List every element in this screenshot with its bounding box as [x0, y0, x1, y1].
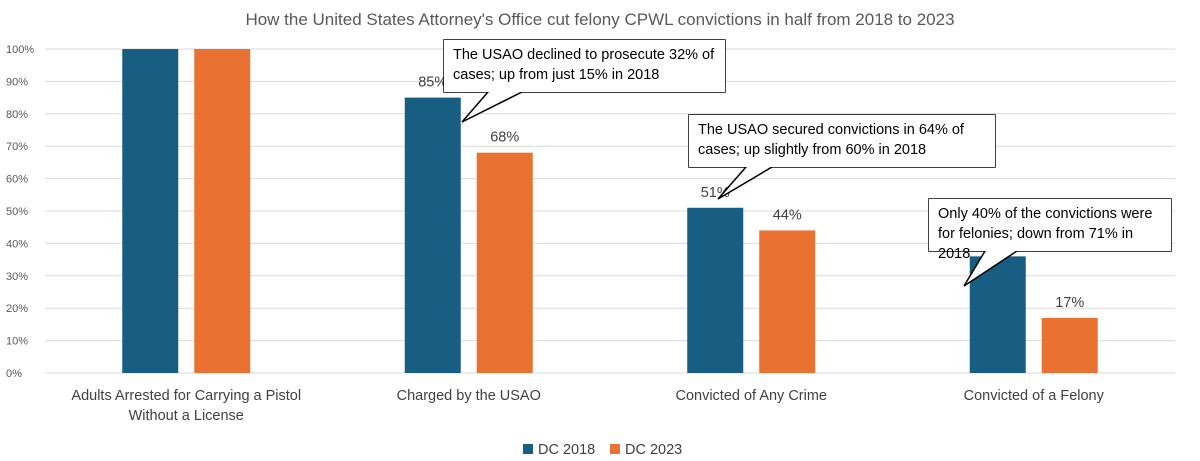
- legend-swatch-dc-2018: [523, 444, 533, 454]
- category-label: Adults Arrested for Carrying a Pistol: [71, 388, 301, 404]
- bar-dc-2023: [1041, 317, 1098, 373]
- callout-felonies: Only 40% of the convictions were for fel…: [929, 199, 1171, 262]
- y-tick-label: 60%: [6, 174, 28, 186]
- bar-dc-2023: [476, 152, 533, 373]
- bars: [122, 49, 1098, 373]
- bar-dc-2023: [759, 230, 816, 373]
- y-axis-ticks: 0% 10% 20% 30% 40% 50% 60% 70% 80% 90% 100%: [6, 44, 34, 380]
- category-labels: Adults Arrested for Carrying a Pistol Wit…: [71, 388, 1104, 424]
- bar-dc-2023: [194, 49, 251, 373]
- y-tick-label: 80%: [6, 109, 28, 121]
- category-label: Convicted of Any Crime: [675, 388, 827, 404]
- y-tick-label: 100%: [6, 44, 34, 56]
- y-tick-label: 20%: [6, 303, 28, 315]
- chart-title: How the United States Attorney's Office …: [245, 10, 954, 29]
- bar-dc-2018: [404, 97, 461, 373]
- category-label: Without a License: [129, 408, 244, 424]
- y-tick-label: 40%: [6, 238, 28, 250]
- data-label: 44%: [773, 207, 802, 223]
- bar-dc-2018: [687, 207, 744, 373]
- callout-convictions: The USAO secured convictions in 64% of c…: [689, 115, 995, 167]
- legend-label-dc-2023: DC 2023: [625, 442, 682, 458]
- category-label: Charged by the USAO: [397, 388, 541, 404]
- y-tick-label: 0%: [6, 368, 22, 380]
- y-tick-label: 50%: [6, 206, 28, 218]
- legend-swatch-dc-2023: [610, 444, 620, 454]
- data-label: 85%: [418, 75, 447, 91]
- category-label: Convicted of a Felony: [964, 388, 1105, 404]
- legend: DC 2018 DC 2023: [523, 442, 682, 458]
- y-tick-label: 90%: [6, 76, 28, 88]
- callout-declined: The USAO declined to prosecute 32% of ca…: [444, 40, 725, 92]
- y-tick-label: 70%: [6, 141, 28, 153]
- legend-label-dc-2018: DC 2018: [538, 442, 595, 458]
- y-tick-label: 30%: [6, 271, 28, 283]
- data-label: 17%: [1055, 295, 1084, 311]
- data-label: 68%: [490, 130, 519, 146]
- y-tick-label: 10%: [6, 336, 28, 348]
- bar-dc-2018: [122, 49, 179, 373]
